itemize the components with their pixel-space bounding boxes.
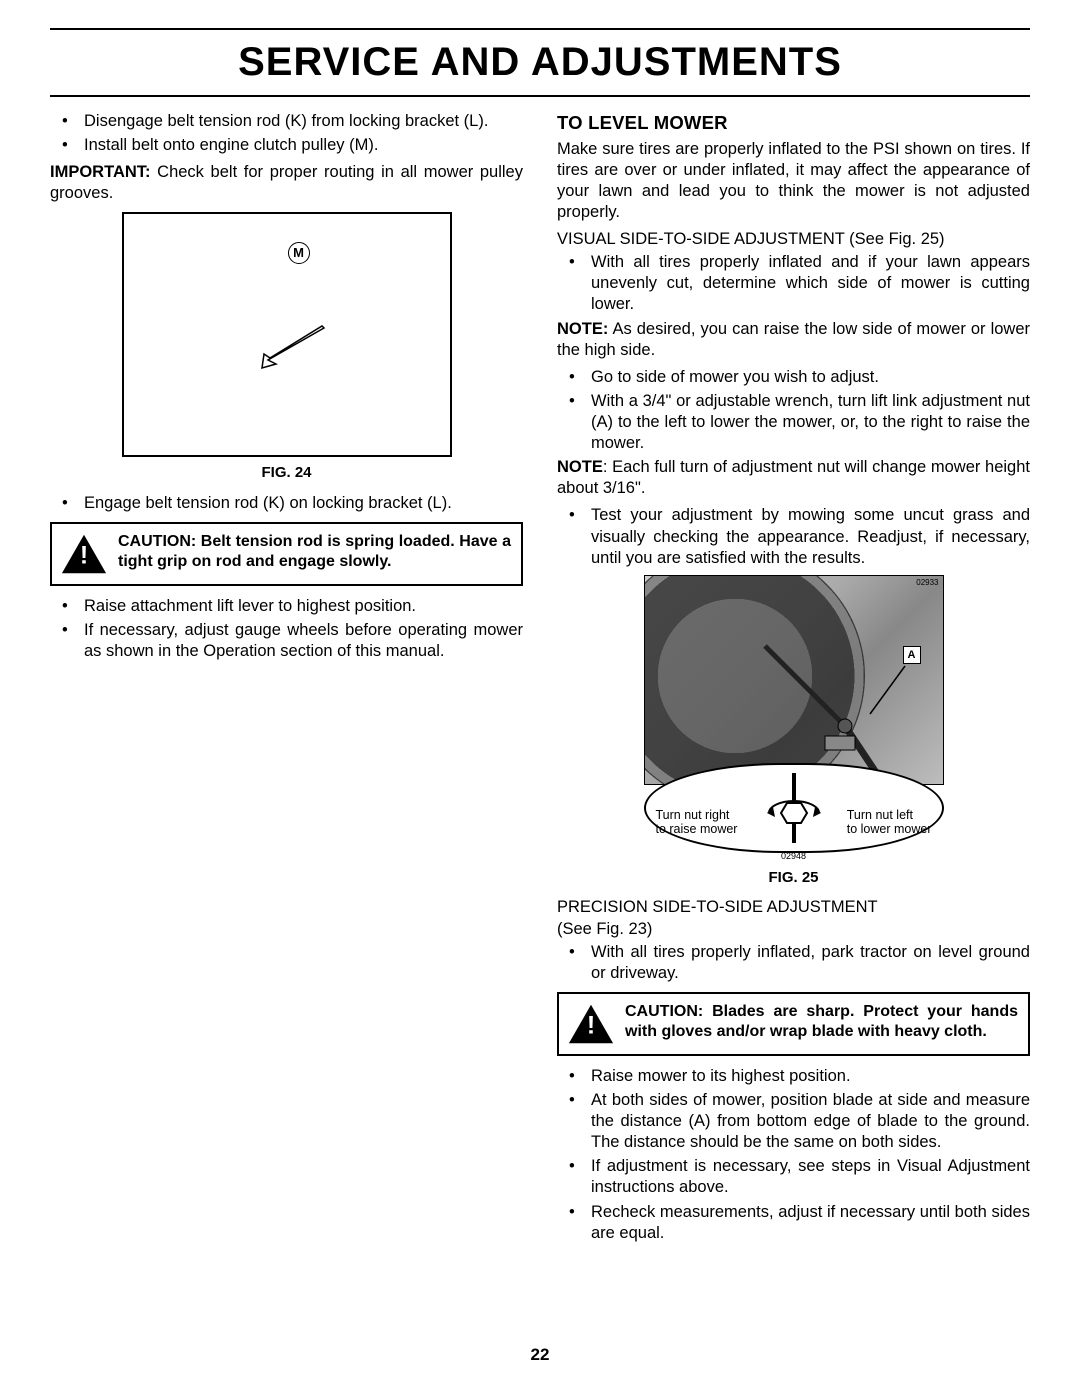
visual-list-b: Go to side of mower you wish to adjust. …: [557, 367, 1030, 454]
left-column: Disengage belt tension rod (K) from lock…: [50, 111, 523, 1247]
figure-25-caption: FIG. 25: [557, 868, 1030, 887]
note-label: NOTE: [557, 458, 603, 476]
text-line: Turn nut right: [656, 808, 730, 822]
list-item: Disengage belt tension rod (K) from lock…: [50, 111, 523, 132]
visual-list-c: Test your adjustment by mowing some uncu…: [557, 505, 1030, 568]
warning-icon: !: [567, 1002, 615, 1046]
note-1: NOTE: As desired, you can raise the low …: [557, 319, 1030, 361]
text-line: Turn nut left: [847, 808, 913, 822]
text-line: to raise mower: [656, 822, 738, 836]
title-underline: [50, 95, 1030, 97]
precision-list-a: With all tires properly inflated, park t…: [557, 942, 1030, 984]
callout-m: M: [288, 242, 310, 264]
caution-text-1: CAUTION: Belt tension rod is spring load…: [118, 532, 511, 572]
list-item: Go to side of mower you wish to adjust.: [557, 367, 1030, 388]
list-item: Engage belt tension rod (K) on locking b…: [50, 493, 523, 514]
content-columns: Disengage belt tension rod (K) from lock…: [50, 111, 1030, 1247]
note-text: : Each full turn of adjustment nut will …: [557, 458, 1030, 497]
right-column: TO LEVEL MOWER Make sure tires are prope…: [557, 111, 1030, 1247]
list-item: At both sides of mower, position blade a…: [557, 1090, 1030, 1153]
important-label: IMPORTANT:: [50, 163, 151, 181]
list-item: Raise attachment lift lever to highest p…: [50, 596, 523, 617]
svg-text:!: !: [587, 1011, 595, 1039]
page-number: 22: [0, 1345, 1080, 1365]
list-item: With a 3/4" or adjustable wrench, turn l…: [557, 391, 1030, 454]
visual-adjust-header: VISUAL SIDE-TO-SIDE ADJUSTMENT (See Fig.…: [557, 229, 1030, 250]
top-rule: [50, 28, 1030, 30]
text-line: to lower mower: [847, 822, 932, 836]
note-text: As desired, you can raise the low side o…: [557, 320, 1030, 359]
list-item: With all tires properly inflated and if …: [557, 252, 1030, 315]
intro-paragraph: Make sure tires are properly inflated to…: [557, 139, 1030, 223]
left-mid-list: Engage belt tension rod (K) on locking b…: [50, 493, 523, 514]
figure-25-detail: Turn nut right to raise mower Turn nut l…: [644, 763, 944, 853]
precision-header: PRECISION SIDE-TO-SIDE ADJUSTMENT: [557, 897, 1030, 918]
note-2: NOTE: Each full turn of adjustment nut w…: [557, 457, 1030, 499]
left-bottom-list: Raise attachment lift lever to highest p…: [50, 596, 523, 662]
arrow-icon: [254, 322, 334, 372]
visual-list-a: With all tires properly inflated and if …: [557, 252, 1030, 315]
figure-24: M: [122, 212, 452, 457]
warning-icon: !: [60, 532, 108, 576]
svg-text:!: !: [80, 541, 88, 569]
list-item: Raise mower to its highest position.: [557, 1066, 1030, 1087]
level-mower-heading: TO LEVEL MOWER: [557, 111, 1030, 135]
turn-left-text: Turn nut left to lower mower: [847, 808, 932, 837]
list-item: If necessary, adjust gauge wheels before…: [50, 620, 523, 662]
nut-graphic: [749, 773, 839, 843]
figure-code-top: 02933: [916, 578, 938, 588]
list-item: With all tires properly inflated, park t…: [557, 942, 1030, 984]
precision-see: (See Fig. 23): [557, 919, 1030, 940]
figure-25-photo: 02933 A: [644, 575, 944, 785]
caution-box-1: ! CAUTION: Belt tension rod is spring lo…: [50, 522, 523, 586]
list-item: If adjustment is necessary, see steps in…: [557, 1156, 1030, 1198]
list-item: Recheck measurements, adjust if necessar…: [557, 1202, 1030, 1244]
page-title: SERVICE AND ADJUSTMENTS: [50, 34, 1030, 89]
note-label: NOTE:: [557, 320, 608, 338]
turn-right-text: Turn nut right to raise mower: [656, 808, 738, 837]
caution-text-2: CAUTION: Blades are sharp. Protect your …: [625, 1002, 1018, 1042]
precision-list-b: Raise mower to its highest position. At …: [557, 1066, 1030, 1244]
important-note: IMPORTANT: Check belt for proper routing…: [50, 162, 523, 204]
list-item: Install belt onto engine clutch pulley (…: [50, 135, 523, 156]
caution-box-2: ! CAUTION: Blades are sharp. Protect you…: [557, 992, 1030, 1056]
left-top-list: Disengage belt tension rod (K) from lock…: [50, 111, 523, 156]
figure-24-caption: FIG. 24: [50, 463, 523, 482]
figure-25: 02933 A: [644, 575, 944, 863]
list-item: Test your adjustment by mowing some uncu…: [557, 505, 1030, 568]
